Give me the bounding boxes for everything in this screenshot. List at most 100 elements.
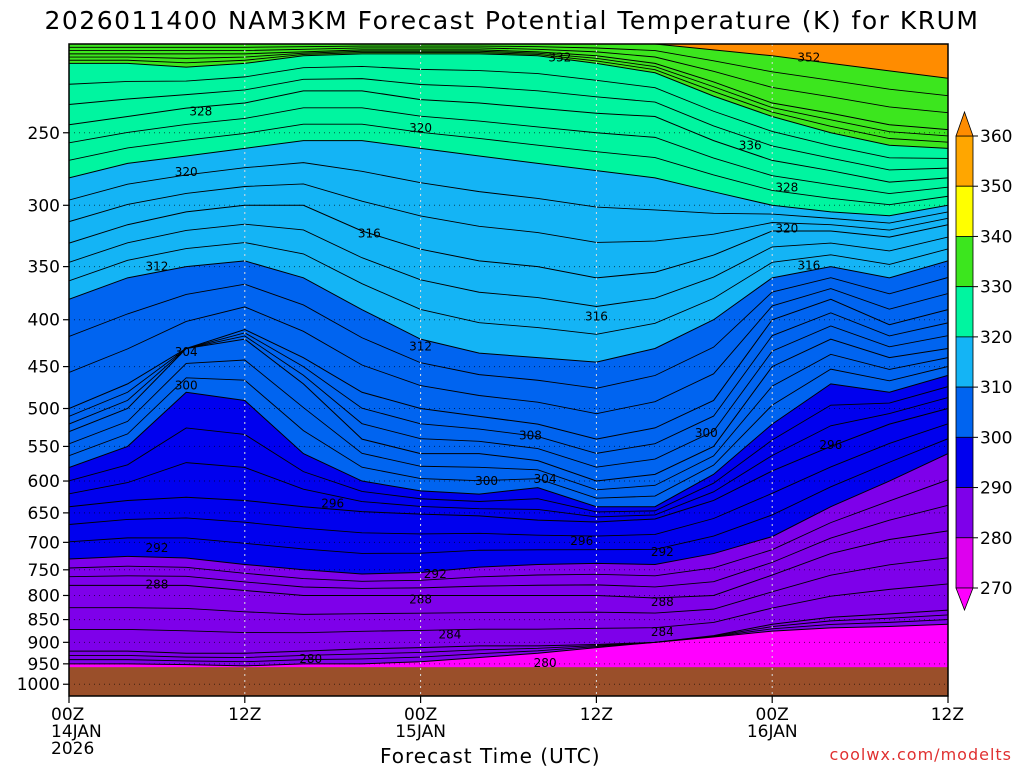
y-axis: 2503003504004505005506006507007508008509…	[17, 124, 69, 695]
colorbar-top-arrow	[955, 110, 974, 137]
y-tick-label: 700	[28, 533, 60, 553]
isentrope-292	[69, 453, 948, 575]
isentrope-320	[69, 140, 948, 217]
isentrope-minor	[69, 242, 948, 335]
y-tick-label: 300	[28, 196, 60, 216]
contour-label: 316	[585, 310, 608, 324]
isentrope-288	[69, 530, 948, 599]
credit-link[interactable]: coolwx.com/modelts	[829, 745, 1012, 764]
isentrope-minor	[69, 397, 948, 518]
isentrope-minor	[69, 423, 948, 537]
colorbar-segment	[955, 185, 974, 237]
contour-label: 352	[797, 51, 820, 65]
contour-label: 328	[775, 181, 798, 195]
x-axis-title: Forecast Time (UTC)	[380, 744, 601, 768]
y-tick-label: 400	[28, 311, 60, 331]
y-tick-label: 650	[28, 504, 60, 524]
isentrope-minor	[69, 479, 948, 582]
isentrope-minor	[69, 50, 948, 137]
isentrope-minor	[69, 123, 948, 206]
isentrope-minor	[69, 312, 948, 454]
contour-label: 316	[797, 258, 820, 272]
contour-label: 280	[299, 652, 322, 666]
band-352	[69, 44, 948, 79]
colorbar-label: 290	[980, 479, 1012, 499]
colorbar-segment	[955, 286, 974, 338]
contour-label: 288	[409, 592, 432, 606]
isentrope-minor	[69, 52, 948, 143]
contour-label: 300	[695, 426, 718, 440]
contour-label: 336	[739, 138, 762, 152]
isentrope-304	[69, 338, 948, 482]
contour-label: 280	[534, 656, 557, 670]
colorbar-label: 350	[980, 177, 1012, 197]
isentrope-minor	[69, 504, 948, 589]
isentrope-minor	[69, 583, 948, 634]
contour-label: 308	[519, 428, 542, 442]
isentrope-308	[69, 298, 948, 440]
y-tick-label: 950	[28, 655, 60, 675]
isentrope-280	[69, 623, 948, 667]
chart-title: 2026011400 NAM3KM Forecast Potential Tem…	[44, 6, 980, 35]
colorbar-label: 340	[980, 227, 1012, 247]
contour-label: 292	[651, 545, 674, 559]
contour-label: 296	[570, 534, 593, 548]
colorbar-segment	[955, 487, 974, 539]
contour-label: 328	[189, 105, 212, 119]
colorbar-segment	[955, 336, 974, 388]
isentrope-312	[69, 260, 948, 363]
x-tick-label: 00Z	[404, 705, 437, 725]
contour-label: 284	[438, 627, 461, 641]
isentrope-minor	[69, 438, 948, 554]
isentrope-300	[69, 374, 948, 508]
colorbar: 360 350 340 330 320 310 300 290 280 270	[955, 110, 1012, 612]
contour-label: 320	[175, 165, 198, 179]
y-tick-label: 750	[28, 561, 60, 581]
colorbar-bottom-arrow	[955, 587, 974, 612]
isentrope-minor	[69, 386, 948, 513]
isentrope-minor	[69, 614, 948, 658]
x-year-label: 2026	[51, 739, 94, 759]
y-tick-label: 850	[28, 611, 60, 631]
isentrope-316	[69, 204, 948, 279]
contour-label: 320	[775, 221, 798, 235]
x-tick-label: 12Z	[228, 705, 261, 725]
colorbar-label: 360	[980, 127, 1012, 147]
y-tick-label: 600	[28, 472, 60, 492]
colorbar-label: 330	[980, 278, 1012, 298]
x-tick-label: 12Z	[580, 705, 613, 725]
isentrope-minor	[69, 65, 948, 159]
contour-label: 312	[409, 340, 432, 354]
contour-label: 304	[534, 472, 557, 486]
ground-fill	[69, 667, 948, 696]
x-date-label: 16JAN	[747, 722, 798, 742]
y-tick-label: 250	[28, 124, 60, 144]
colorbar-segment	[955, 386, 974, 438]
colorbar-segment	[955, 135, 974, 187]
y-tick-label: 550	[28, 437, 60, 457]
isentrope-296	[69, 408, 948, 523]
contour-label: 300	[175, 379, 198, 393]
y-tick-label: 800	[28, 586, 60, 606]
isentrope-336	[69, 49, 948, 131]
contour-label: 292	[145, 541, 168, 555]
isentrope-minor	[69, 47, 948, 114]
contour-label: 304	[175, 345, 198, 359]
colorbar-segment	[955, 236, 974, 288]
isentrope-minor	[69, 162, 948, 224]
colorbar-label: 270	[980, 579, 1012, 599]
y-tick-label: 1000	[17, 675, 60, 695]
contour-label: 300	[475, 474, 498, 488]
isentrope-minor	[69, 366, 948, 499]
contour-label: 332	[548, 51, 571, 65]
isentrope-minor	[69, 78, 948, 171]
isentrope-minor	[69, 353, 948, 491]
x-tick-label: 00Z	[756, 705, 789, 725]
isentrope-minor	[69, 223, 948, 307]
isentrope-minor	[69, 619, 948, 663]
y-tick-label: 350	[28, 258, 60, 278]
contour-labels: 352 332 336 328 328 320 320 320 316 316 316 312 312 3…	[145, 51, 842, 670]
contour-label: 296	[321, 497, 344, 511]
contour-label: 316	[358, 226, 381, 240]
